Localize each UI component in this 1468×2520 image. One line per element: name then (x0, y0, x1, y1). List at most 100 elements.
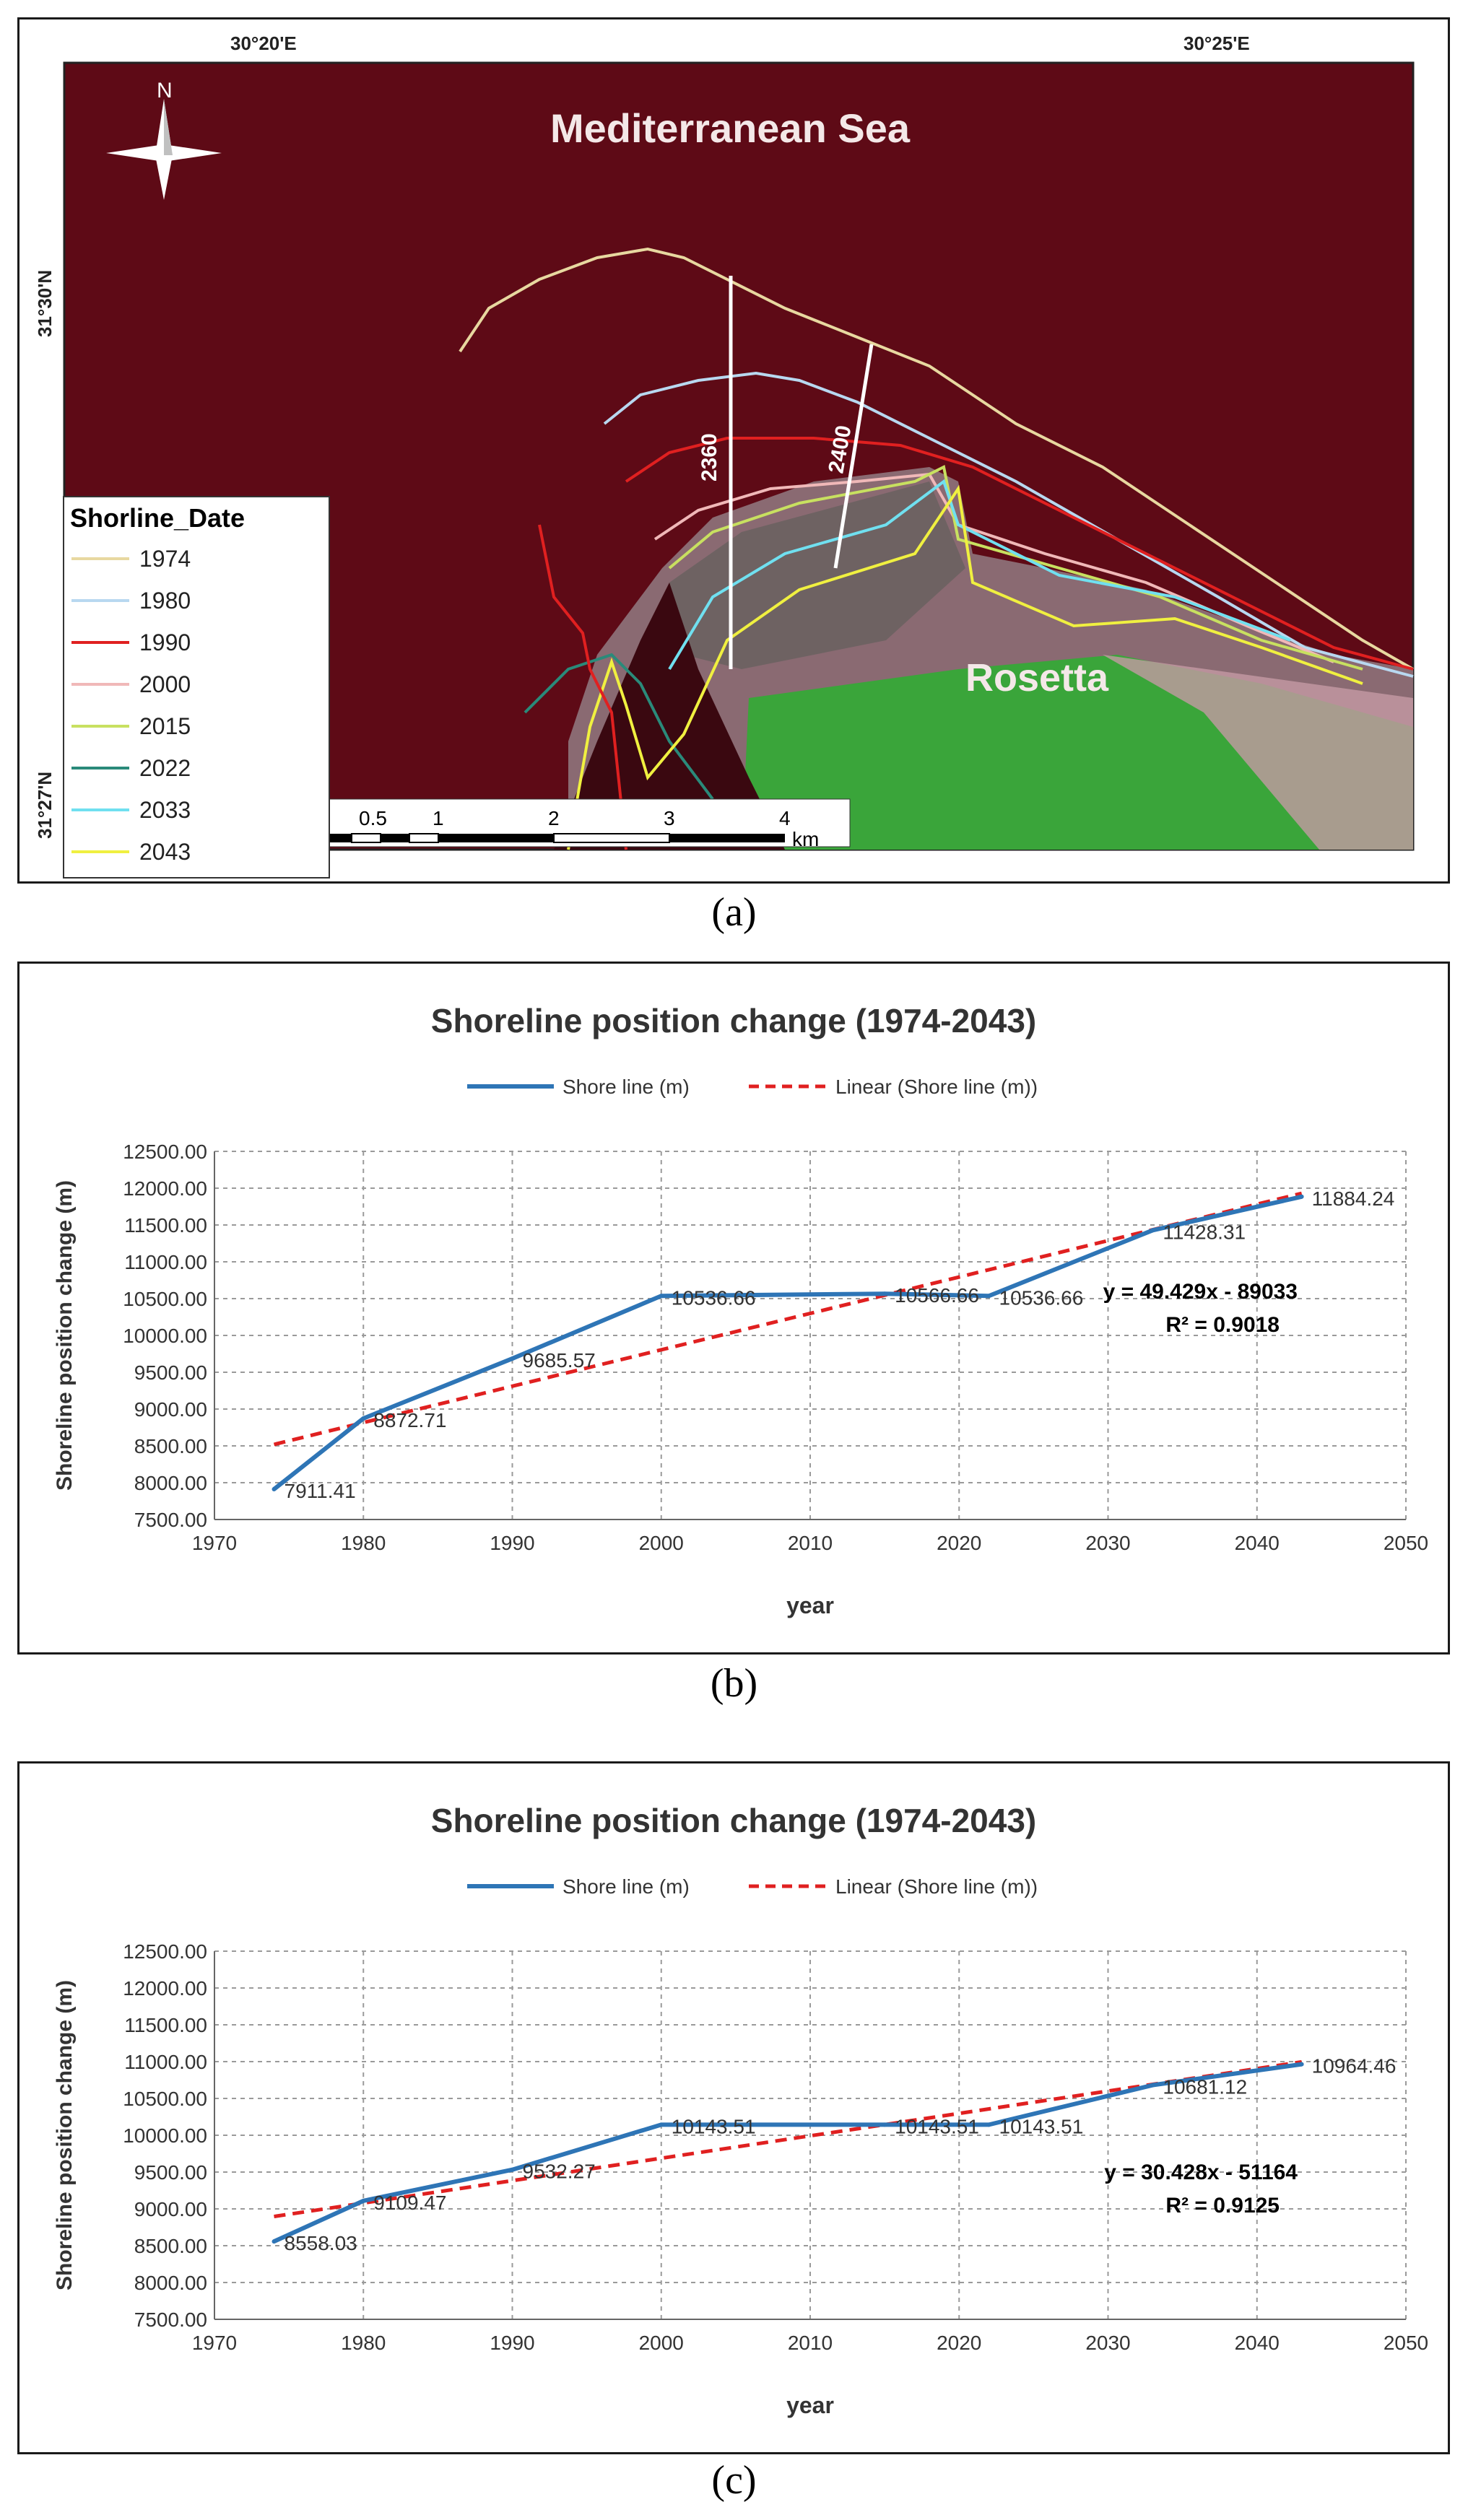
data-point (1299, 2062, 1304, 2067)
x-axis-label: year (786, 2392, 834, 2418)
scale-tick: 1 (433, 807, 444, 829)
y-tick-label: 9500.00 (134, 1361, 207, 1384)
data-point (882, 2122, 887, 2127)
scale-tick: 2 (548, 807, 560, 829)
data-point (1299, 1194, 1304, 1199)
data-point (659, 1294, 664, 1299)
y-axis-label: Shoreline position change (m) (53, 1180, 77, 1491)
y-tick-label: 11500.00 (124, 2014, 207, 2036)
x-tick-label: 1990 (490, 1532, 534, 1554)
data-label: 10536.66 (672, 1286, 756, 1309)
data-label: 8558.03 (285, 2232, 357, 2254)
data-point (986, 2122, 991, 2127)
data-label: 9532.27 (523, 2161, 596, 2183)
shoreline-2033 (668, 479, 1291, 671)
data-label: 8872.71 (373, 1409, 446, 1431)
x-tick-label: 2050 (1384, 1532, 1428, 1554)
trend-equation: y = 30.428x - 51164 (1104, 2161, 1298, 2184)
chart-title: Shoreline position change (1974-2043) (431, 1802, 1036, 1839)
legend-item: 2043 (64, 831, 329, 873)
legend-swatch (71, 641, 129, 644)
x-tick-label: 2000 (639, 1532, 684, 1554)
legend-item: 2015 (64, 705, 329, 747)
legend-title: Shorline_Date (70, 503, 246, 533)
data-point (361, 1416, 366, 1421)
x-tick-label: 2020 (937, 1532, 981, 1554)
trend-equation: y = 49.429x - 89033 (1103, 1280, 1298, 1304)
y-axis-label: Shoreline position change (m) (53, 1980, 77, 2290)
legend-swatch (71, 557, 129, 560)
river-channel (554, 583, 785, 850)
data-point (986, 1294, 991, 1299)
y-tick-label: 12000.00 (123, 1177, 207, 1200)
city-label: Rosetta (965, 656, 1109, 699)
legend-label-linear: Linear (Shore line (m)) (835, 1076, 1038, 1098)
legend-item: 1974 (64, 538, 329, 580)
x-tick-label: 2010 (788, 1532, 833, 1554)
y-tick-label: 12500.00 (123, 1940, 207, 1963)
x-tick-label: 2000 (639, 2332, 684, 2354)
chart-c: Shoreline position change (1974-2043) Sho… (53, 1802, 1428, 2418)
data-point (272, 2239, 277, 2244)
legend-label: 2000 (139, 671, 191, 697)
data-label: 10566.66 (895, 1284, 979, 1307)
north-label: N (157, 79, 173, 103)
legend-item: 2033 (64, 789, 329, 831)
y-tick-label: 12500.00 (123, 1141, 207, 1163)
caption-b: (b) (710, 1661, 758, 1706)
legend-item: 1990 (64, 622, 329, 663)
x-tick-label: 1970 (192, 2332, 237, 2354)
y-tick-label: 10500.00 (123, 2088, 207, 2110)
data-label: 9109.47 (373, 2192, 446, 2214)
y-tick-label: 8500.00 (134, 1435, 207, 1457)
legend-label-shoreline: Shore line (m) (563, 1875, 690, 1898)
x-axis-label: year (786, 1592, 834, 1618)
x-tick-label: 1990 (490, 2332, 534, 2354)
legend-label-linear: Linear (Shore line (m)) (835, 1875, 1038, 1898)
y-tick-label: 9500.00 (134, 2161, 207, 2184)
legend-item: 2000 (64, 663, 329, 705)
legend-label-shoreline: Shore line (m) (563, 1076, 690, 1098)
y-tick-label: 7500.00 (134, 2308, 207, 2331)
caption-c: (c) (711, 2458, 757, 2503)
scale-tick: 4 (779, 807, 791, 829)
y-tick-label: 11500.00 (124, 1214, 207, 1237)
sea-label: Mediterranean Sea (550, 105, 911, 151)
x-tick-label: 2050 (1384, 2332, 1428, 2354)
shoreline-2043 (567, 484, 1363, 850)
data-point (659, 2122, 664, 2127)
trend-r-squared: R² = 0.9125 (1165, 2194, 1280, 2218)
transect-2400 (833, 344, 874, 569)
y-tick-label: 11000.00 (124, 1251, 207, 1273)
y-tick-label: 8500.00 (134, 2235, 207, 2257)
trend-line (274, 2059, 1302, 2219)
data-label: 10143.51 (999, 2115, 1084, 2137)
data-point (272, 1487, 277, 1492)
data-label: 7911.41 (285, 1480, 356, 1502)
legend-swatch (71, 683, 129, 686)
legend-label: 1974 (139, 545, 191, 572)
x-tick-label: 1980 (341, 2332, 386, 2354)
y-tick-label: 10000.00 (123, 1325, 207, 1347)
legend-swatch (71, 599, 129, 602)
data-label: 10964.46 (1312, 2055, 1397, 2078)
y-tick-label: 11000.00 (124, 2051, 207, 2073)
north-arrow-icon (106, 99, 222, 200)
series-line-shoreline (272, 1194, 1303, 1491)
y-tick-label: 7500.00 (134, 1509, 207, 1531)
scale-tick: 0.5 (359, 807, 387, 829)
legend-label: 1980 (139, 587, 191, 614)
series-line-shoreline (273, 2062, 1303, 2244)
trend-line (273, 1191, 1303, 1447)
data-point (1150, 1228, 1155, 1233)
y-tick-label: 9000.00 (134, 1398, 207, 1421)
legend-label: 2043 (139, 838, 191, 865)
x-tick-label: 2020 (937, 2332, 981, 2354)
data-point (510, 1356, 515, 1361)
legend-label: 2033 (139, 796, 191, 823)
x-tick-label: 2010 (788, 2332, 833, 2354)
data-label: 11884.24 (1312, 1187, 1395, 1210)
legend-label: 2022 (139, 754, 191, 781)
x-tick-label: 1970 (192, 1532, 237, 1554)
legend-label: 1990 (139, 629, 191, 655)
